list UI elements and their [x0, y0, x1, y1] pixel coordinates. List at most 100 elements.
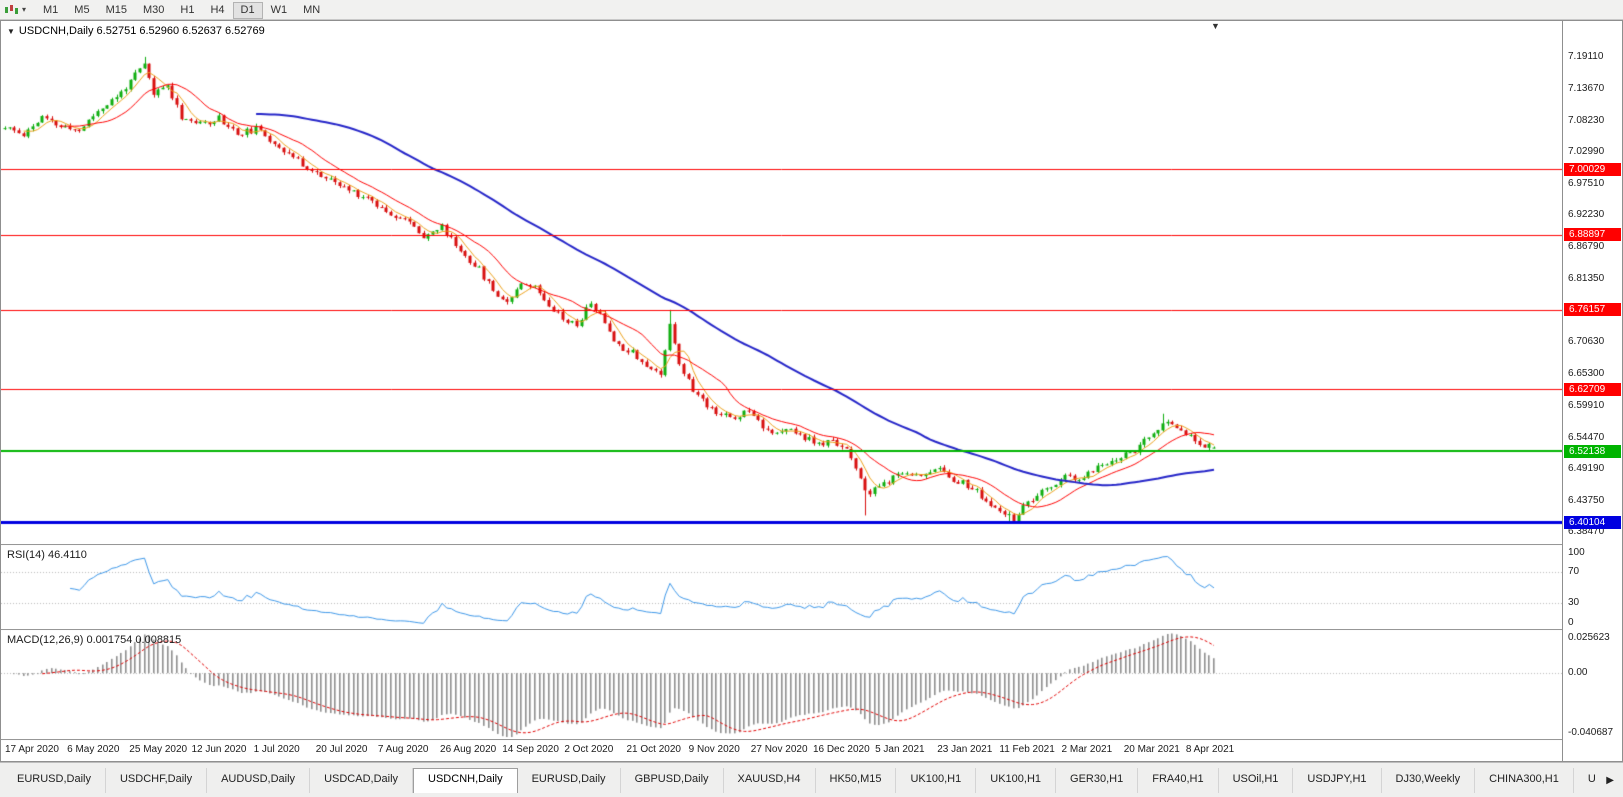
- price-axis-label: 6.86790: [1568, 241, 1605, 253]
- time-axis-label: 14 Sep 2020: [502, 744, 559, 755]
- price-axis-label: 6.70630: [1568, 336, 1605, 348]
- one-click-trading-toggle-icon[interactable]: ▼: [7, 27, 15, 36]
- time-axis-label: 2 Oct 2020: [564, 744, 614, 755]
- timeframe-button-h4[interactable]: H4: [202, 2, 232, 19]
- timeframe-button-m30[interactable]: M30: [135, 2, 172, 19]
- price-line-tag: 6.40104: [1564, 515, 1621, 529]
- price-chart-pane: ▼ USDCNH,Daily 6.52751 6.52960 6.52637 6.…: [1, 21, 1562, 544]
- chart-tab-u[interactable]: U: [1574, 768, 1603, 793]
- time-axis-label: 2 Mar 2021: [1061, 744, 1113, 755]
- time-axis-label: 11 Feb 2021: [999, 744, 1055, 755]
- timeframe-button-mn[interactable]: MN: [295, 2, 328, 19]
- price-axis-label: 6.81350: [1568, 273, 1605, 285]
- rsi-canvas[interactable]: [1, 546, 1562, 629]
- price-axis[interactable]: 7.19110 7.13670 7.08230 7.02990 6.97510 6.922…: [1562, 21, 1622, 761]
- rsi-axis-label: 0: [1568, 617, 1574, 628]
- price-axis-label: 6.38470: [1568, 525, 1605, 537]
- price-axis-label: 6.97510: [1568, 178, 1605, 190]
- time-axis-label: 26 Aug 2020: [440, 744, 497, 755]
- rsi-axis-label: 100: [1568, 547, 1585, 558]
- time-axis-label: 20 Mar 2021: [1123, 744, 1180, 755]
- chart-tab-usdjpy-h1[interactable]: USDJPY,H1: [1293, 768, 1382, 793]
- chart-tab-audusd-daily[interactable]: AUDUSD,Daily: [207, 768, 311, 793]
- rsi-label: RSI(14) 46.4110: [7, 549, 87, 561]
- price-line-tag: 6.76157: [1564, 303, 1621, 317]
- price-axis-label: 6.65300: [1568, 367, 1605, 379]
- price-line-tag: 7.00029: [1564, 162, 1621, 176]
- macd-pane: MACD(12,26,9) 0.001754 0.008815: [1, 631, 1562, 739]
- time-axis-label: 5 Jan 2021: [875, 744, 925, 755]
- candlestick-icon: [5, 5, 18, 14]
- pane-separator[interactable]: [1, 544, 1622, 546]
- chart-tabbar: EURUSD,Daily USDCHF,Daily AUDUSD,Daily USDC…: [0, 762, 1623, 797]
- price-axis-label: 6.43750: [1568, 494, 1605, 506]
- chart-tab-china300-h1[interactable]: CHINA300,H1: [1475, 768, 1574, 793]
- time-axis-label: 9 Nov 2020: [688, 744, 740, 755]
- price-axis-label: 6.54470: [1568, 431, 1605, 443]
- timeframe-button-m1[interactable]: M1: [35, 2, 66, 19]
- chart-tab-uk100-h1[interactable]: UK100,H1: [896, 768, 977, 793]
- price-axis-label: 6.59910: [1568, 399, 1605, 411]
- chart-tab-eurusd-daily[interactable]: EURUSD,Daily: [3, 768, 106, 793]
- macd-canvas[interactable]: [1, 631, 1562, 739]
- time-axis-label: 7 Aug 2020: [377, 744, 429, 755]
- chart-tab-usdcad-daily[interactable]: USDCAD,Daily: [310, 768, 414, 793]
- chart-shift-marker[interactable]: ▼: [1211, 21, 1220, 31]
- chart-tab-uk100-h1[interactable]: UK100,H1: [976, 768, 1057, 793]
- time-axis-label: 8 Apr 2021: [1185, 744, 1235, 755]
- timeframe-button-m5[interactable]: M5: [66, 2, 97, 19]
- price-line-tag: 6.88897: [1564, 228, 1621, 242]
- price-axis-label: 7.08230: [1568, 114, 1605, 126]
- chart-tab-xauusd-h4[interactable]: XAUUSD,H4: [724, 768, 816, 793]
- time-axis-label: 27 Nov 2020: [750, 744, 808, 755]
- ohlc-values: 6.52751 6.52960 6.52637 6.52769: [96, 25, 265, 37]
- chart-tab-ger30-h1[interactable]: GER30,H1: [1056, 768, 1139, 793]
- time-axis-label: 25 May 2020: [129, 744, 188, 755]
- time-axis-label: 12 Jun 2020: [191, 744, 247, 755]
- time-axis-label: 1 Jul 2020: [253, 744, 300, 755]
- timeframe-toolbar: ▾ M1 M5 M15 M30 H1 H4 D1 W1 MN: [0, 0, 1623, 20]
- price-chart-canvas[interactable]: [1, 21, 1562, 544]
- tabs-scroll-right-button[interactable]: ▶: [1600, 774, 1620, 787]
- time-axis-label: 20 Jul 2020: [315, 744, 368, 755]
- rsi-axis-label: 30: [1568, 597, 1580, 609]
- pane-separator[interactable]: [1, 629, 1622, 631]
- time-axis-label: 16 Dec 2020: [812, 744, 870, 755]
- pane-separator: [1, 739, 1622, 741]
- symbol-label: USDCNH,Daily: [18, 25, 94, 37]
- macd-axis-label: -0.040687: [1568, 727, 1614, 738]
- price-line-tag: 6.62709: [1564, 382, 1621, 396]
- timeframe-button-h1[interactable]: H1: [172, 2, 202, 19]
- macd-axis-label: 0.00: [1568, 667, 1588, 679]
- price-axis-label: 7.19110: [1568, 50, 1604, 62]
- chart-tab-fra40-h1[interactable]: FRA40,H1: [1138, 768, 1219, 793]
- chart-window: ▼ USDCNH,Daily 6.52751 6.52960 6.52637 6.…: [0, 20, 1623, 762]
- chart-tab-usdcnh-daily[interactable]: USDCNH,Daily: [413, 768, 518, 793]
- price-axis-label: 7.13670: [1568, 82, 1605, 94]
- macd-label: MACD(12,26,9) 0.001754 0.008815: [7, 634, 182, 646]
- price-line-tag: 6.52138: [1564, 444, 1621, 458]
- macd-axis-label: 0.025623: [1568, 632, 1610, 643]
- time-axis-label: 17 Apr 2020: [5, 744, 59, 755]
- price-axis-label: 6.92230: [1568, 209, 1605, 221]
- chart-tab-eurusd-daily[interactable]: EURUSD,Daily: [518, 768, 621, 793]
- chevron-down-icon: ▾: [22, 5, 27, 14]
- price-axis-label: 7.02990: [1568, 145, 1605, 157]
- time-axis-label: 23 Jan 2021: [937, 744, 993, 755]
- time-axis-label: 6 May 2020: [67, 744, 120, 755]
- rsi-axis-label: 70: [1568, 565, 1580, 577]
- time-axis[interactable]: 17 Apr 2020 6 May 2020 25 May 2020 12 Jun 2…: [1, 741, 1562, 761]
- timeframe-button-w1[interactable]: W1: [263, 2, 296, 19]
- chart-tab-usoil-h1[interactable]: USOil,H1: [1219, 768, 1294, 793]
- chart-tab-hk50-m15[interactable]: HK50,M15: [816, 768, 897, 793]
- rsi-pane: RSI(14) 46.4110: [1, 546, 1562, 629]
- chart-title: ▼ USDCNH,Daily 6.52751 6.52960 6.52637 6.…: [7, 25, 265, 37]
- chart-type-icon[interactable]: ▾: [4, 3, 26, 16]
- chart-tab-dj30-weekly[interactable]: DJ30,Weekly: [1382, 768, 1476, 793]
- chart-tab-gbpusd-daily[interactable]: GBPUSD,Daily: [621, 768, 724, 793]
- time-axis-label: 21 Oct 2020: [626, 744, 681, 755]
- price-axis-label: 6.49190: [1568, 462, 1605, 474]
- timeframe-button-m15[interactable]: M15: [98, 2, 135, 19]
- chart-tab-usdchf-daily[interactable]: USDCHF,Daily: [106, 768, 208, 793]
- timeframe-button-d1[interactable]: D1: [232, 2, 263, 19]
